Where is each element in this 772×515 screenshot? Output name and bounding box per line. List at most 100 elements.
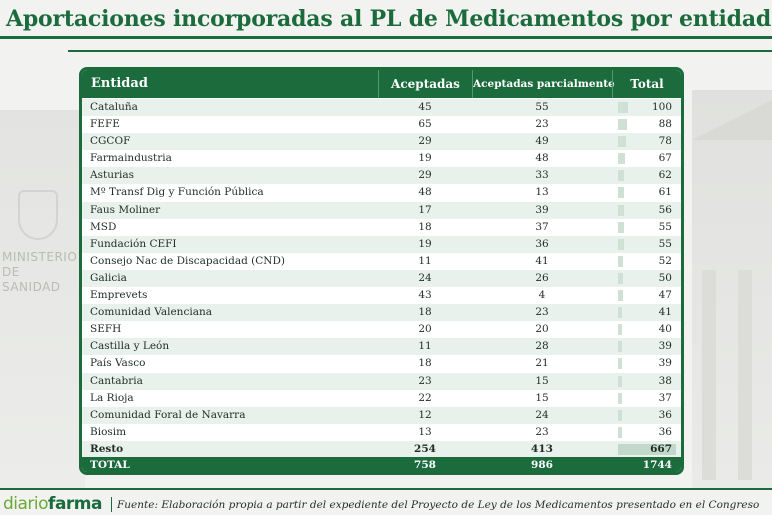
cell-entidad: FEFE	[90, 118, 120, 131]
ministry-sign-decoration: MINISTERIO DE SANIDAD	[2, 250, 78, 294]
cell-aceptadas: 20	[418, 323, 432, 336]
table-row: Faus Moliner 17 39 56	[82, 201, 681, 219]
pediment-shape	[692, 100, 772, 140]
cell-total: 39	[658, 357, 672, 370]
table-row: Comunidad Valenciana 18 23 41	[82, 304, 681, 322]
header-entidad: Entidad	[91, 76, 148, 91]
cell-aceptadas: 17	[418, 203, 432, 216]
cell-parcial: 23	[535, 118, 549, 131]
cell-parcial: 41	[535, 254, 549, 267]
cell-parcial: 48	[535, 152, 549, 165]
ministry-building: MINISTERIO DE SANIDAD	[0, 110, 85, 490]
total-databar	[618, 341, 622, 353]
table-row: Castilla y León 11 28 39	[82, 338, 681, 356]
table-row: Resto 254 413 667	[82, 440, 681, 458]
cell-entidad: País Vasco	[90, 357, 146, 370]
total-databar	[618, 187, 625, 199]
column-shape	[738, 270, 752, 480]
total-databar	[618, 443, 676, 455]
table-row: Consejo Nac de Discapacidad (CND) 11 41 52	[82, 253, 681, 270]
cell-entidad: Galicia	[90, 271, 127, 284]
source-note: Fuente: Elaboración propia a partir del …	[117, 499, 760, 511]
cell-total: 36	[658, 408, 672, 421]
cell-parcial: 23	[535, 306, 549, 319]
total-databar	[618, 153, 625, 165]
total-databar	[618, 358, 622, 370]
table-row: MSD 18 37 55	[82, 219, 681, 236]
cell-parcial: 49	[535, 135, 549, 148]
cell-aceptadas: 24	[418, 271, 432, 284]
cell-total: 61	[658, 186, 672, 199]
total-databar	[618, 290, 623, 302]
table-header: Entidad Aceptadas Aceptadas parcialmente…	[82, 70, 681, 98]
cell-aceptadas: 254	[414, 442, 436, 455]
total-databar	[618, 426, 622, 438]
table-panel: Entidad Aceptadas Aceptadas parcialmente…	[79, 67, 684, 475]
total-databar	[618, 238, 624, 250]
cell-entidad: SEFH	[90, 323, 122, 336]
table-total-row: TOTAL 758 986 1744	[82, 457, 681, 472]
cell-total: 78	[658, 135, 672, 148]
total-total: 1744	[642, 459, 672, 471]
cell-entidad: Comunidad Foral de Navarra	[90, 408, 246, 421]
header-aceptadas: Aceptadas	[378, 70, 472, 98]
cell-parcial: 33	[535, 169, 549, 182]
table-row: Galicia 24 26 50	[82, 269, 681, 288]
brand-part-1: diario	[3, 494, 49, 514]
cell-total: 50	[658, 271, 672, 284]
cell-aceptadas: 45	[418, 101, 432, 113]
cell-total: 56	[658, 203, 672, 216]
total-databar	[618, 392, 622, 404]
page-title: Aportaciones incorporadas al PL de Medic…	[6, 6, 772, 32]
total-label: TOTAL	[90, 459, 130, 471]
cell-entidad: MSD	[90, 220, 117, 233]
cell-parcial: 21	[535, 357, 549, 370]
cell-total: 55	[658, 220, 672, 233]
cell-aceptadas: 11	[418, 340, 432, 353]
cell-aceptadas: 23	[418, 374, 432, 387]
cell-parcial: 15	[535, 374, 549, 387]
total-databar	[618, 409, 622, 421]
cell-total: 52	[658, 254, 672, 267]
cell-entidad: Comunidad Valenciana	[90, 306, 212, 319]
table-row: Cataluña 45 55 100	[82, 99, 681, 117]
total-databar	[618, 375, 622, 387]
cell-entidad: Resto	[90, 442, 124, 455]
cell-total: 39	[658, 340, 672, 353]
cell-entidad: Biosim	[90, 425, 127, 438]
cell-aceptadas: 19	[418, 237, 432, 250]
cell-entidad: Castilla y León	[90, 340, 170, 353]
cell-aceptadas: 18	[418, 306, 432, 319]
table-row: Cantabria 23 15 38	[82, 372, 681, 390]
cell-total: 67	[658, 152, 672, 165]
brand-part-2: farma	[48, 494, 102, 514]
cell-parcial: 13	[535, 186, 549, 199]
brand-logo: diariofarma	[3, 494, 102, 514]
cell-parcial: 26	[535, 271, 549, 284]
cell-parcial: 20	[535, 323, 549, 336]
title-underline	[0, 36, 772, 39]
total-databar	[618, 307, 623, 319]
cell-aceptadas: 11	[418, 254, 432, 267]
cell-parcial: 15	[535, 391, 549, 404]
total-databar	[618, 119, 627, 131]
cell-entidad: Cataluña	[90, 101, 138, 113]
cell-parcial: 24	[535, 408, 549, 421]
total-aceptadas: 758	[414, 459, 436, 471]
cell-entidad: Faus Moliner	[90, 203, 161, 216]
cell-aceptadas: 43	[418, 289, 432, 302]
cell-entidad: CGCOF	[90, 135, 131, 148]
cell-parcial: 55	[535, 101, 549, 113]
cell-entidad: Consejo Nac de Discapacidad (CND)	[90, 254, 285, 267]
cell-total: 62	[658, 169, 672, 182]
cell-entidad: Cantabria	[90, 374, 143, 387]
footer-rule	[0, 488, 772, 490]
cell-total: 88	[658, 118, 672, 131]
table-row: Farmaindustria 19 48 67	[82, 150, 681, 167]
cell-parcial: 4	[538, 289, 546, 302]
cell-parcial: 23	[535, 425, 549, 438]
cell-aceptadas: 18	[418, 220, 432, 233]
total-databar	[618, 170, 625, 182]
header-total: Total	[612, 70, 681, 98]
